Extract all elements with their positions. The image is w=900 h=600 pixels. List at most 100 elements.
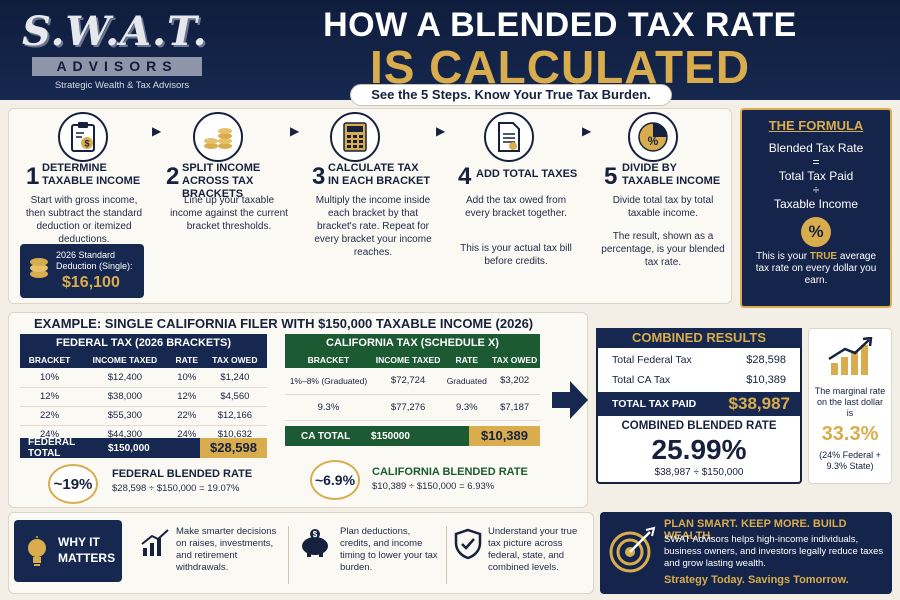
bar-growth-icon <box>828 336 873 375</box>
percent-icon: % <box>801 217 831 247</box>
column-header: BRACKET <box>28 355 71 365</box>
coin-stacks-icon <box>193 112 243 162</box>
table-row: 10% $12,400 10% $1,240 <box>20 368 267 388</box>
step-4-desc2: This is your actual tax bill before cred… <box>460 243 572 267</box>
table-cell: $7,187 <box>489 394 540 421</box>
growth-chart-icon <box>141 529 169 556</box>
table-cell: 1%–8% (Graduated) <box>285 368 372 395</box>
table-row: 22% $55,300 22% $12,166 <box>20 406 267 426</box>
federal-tax-table: BRACKET INCOME TAXED RATE TAX OWED 10% $1… <box>20 352 267 445</box>
formula-line2: Total Tax Paid <box>778 169 854 183</box>
table-cell: 10% <box>170 368 203 388</box>
marginal-value: 33.3% <box>821 423 879 445</box>
federal-rate-calc: $28,598 ÷ $150,000 = 19.07% <box>112 483 240 494</box>
marginal-rate-card: The marginal rate on the last dollar is … <box>808 328 892 484</box>
logo-tagline: Strategic Wealth & Tax Advisors <box>54 80 190 91</box>
step-5-title: DIVIDE BY TAXABLE INCOME <box>622 162 721 187</box>
federal-total-row: FEDERAL TOTAL $150,000 $28,598 <box>20 437 267 459</box>
table-cell: 9.3% <box>285 394 372 421</box>
step-arrow-1: ▶ <box>152 124 162 138</box>
table-cell: $72,724 <box>371 368 445 395</box>
result-total-label: TOTAL TAX PAID <box>612 398 697 410</box>
step-4-title: ADD TOTAL TAXES <box>476 168 578 180</box>
marginal-label: The marginal rate on the last dollar is <box>814 386 886 418</box>
table-cell: $38,000 <box>79 387 171 407</box>
table-row: 1%–8% (Graduated) $72,724 Graduated $3,202 <box>285 368 540 395</box>
percent-pie-icon: % <box>628 112 678 162</box>
column-header: INCOME TAXED <box>92 355 158 365</box>
why-it-matters-title: WHY IT MATTERS <box>58 535 116 565</box>
step-4-number: 4 <box>458 163 472 190</box>
table-cell: 9.3% <box>444 394 490 421</box>
table-row: 12% $38,000 12% $4,560 <box>20 387 267 407</box>
step-arrow-4: ▶ <box>582 124 592 138</box>
example-title: EXAMPLE: SINGLE CALIFORNIA FILER WITH $1… <box>34 316 534 331</box>
page-title-line1: HOW A BLENDED TAX RATE <box>323 6 797 44</box>
combined-results-title: COMBINED RESULTS <box>596 328 802 348</box>
california-total-tax: $10,389 <box>469 426 540 446</box>
result-ca-value: $10,389 <box>746 374 786 386</box>
column-header: TAX OWED <box>212 355 258 365</box>
deduction-value: $16,100 <box>62 274 120 291</box>
formula-note: This is your TRUE average tax rate on ev… <box>755 251 877 286</box>
deduction-box: 2026 Standard Deduction (Single): $16,10… <box>20 244 144 298</box>
target-icon <box>609 526 656 573</box>
step-3-number: 3 <box>312 163 326 190</box>
federal-total-tax: $28,598 <box>200 438 267 458</box>
svg-text:$: $ <box>84 139 89 149</box>
total-tax-bar: TOTAL TAX PAID $38,987 <box>598 392 800 416</box>
column-header: RATE <box>455 355 479 365</box>
step-1-number: 1 <box>26 163 40 190</box>
column-header: RATE <box>175 355 199 365</box>
table-cell: $55,300 <box>79 406 171 426</box>
cta-tagline: Strategy Today. Savings Tomorrow. <box>664 574 849 586</box>
table-cell: $77,276 <box>371 394 445 421</box>
table-header-row: BRACKET INCOME TAXED RATE TAX OWED <box>285 352 540 368</box>
california-rate-title: CALIFORNIA BLENDED RATE <box>372 466 528 478</box>
logo-wordmark: S.W.A.T. <box>22 8 208 55</box>
marginal-detail: (24% Federal + 9.3% State) <box>819 450 881 471</box>
step-2-desc: Line up your taxable income against the … <box>170 195 288 232</box>
table-header-row: BRACKET INCOME TAXED RATE TAX OWED <box>20 352 267 368</box>
cta-title: PLAN SMART. KEEP MORE. BUILD WEALTH. <box>664 518 847 542</box>
california-table-header: CALIFORNIA TAX (SCHEDULE X) <box>285 334 540 352</box>
svg-text:$: $ <box>313 530 318 539</box>
formula-line1: Blended Tax Rate <box>768 141 864 155</box>
federal-table-header: FEDERAL TAX (2026 BRACKETS) <box>20 334 267 352</box>
california-total-row: CA TOTAL $150000 $10,389 <box>285 426 540 446</box>
california-tax-table: BRACKET INCOME TAXED RATE TAX OWED 1%–8%… <box>285 352 540 421</box>
federal-rate-title: FEDERAL BLENDED RATE <box>112 468 253 480</box>
subtitle: See the 5 Steps. Know Your True Tax Burd… <box>350 84 672 106</box>
table-cell: 22% <box>170 406 203 426</box>
table-cell: 12% <box>20 387 80 407</box>
step-4-desc: Add the tax owed from every bracket toge… <box>465 195 567 219</box>
table-cell: $12,400 <box>79 368 171 388</box>
calculator-icon <box>330 112 380 162</box>
table-cell: $1,240 <box>202 368 267 388</box>
footer-item-2: Plan deductions, credits, and income tim… <box>340 526 438 573</box>
california-total-income: $150000 <box>371 430 410 442</box>
blended-rate-label: COMBINED BLENDED RATE <box>621 420 777 432</box>
arrow-right-icon <box>552 381 588 419</box>
table-row: 9.3% $77,276 9.3% $7,187 <box>285 394 540 421</box>
step-5-desc: Divide total tax by total taxable income… <box>612 195 714 219</box>
result-total-value: $38,987 <box>728 394 790 413</box>
formula-divide: ÷ <box>812 183 820 197</box>
step-3-title: CALCULATE TAX IN EACH BRACKET <box>328 162 431 187</box>
footer-item-1: Make smarter decisions on raises, invest… <box>176 526 277 573</box>
logo-subtitle: ADVISORS <box>32 57 202 76</box>
table-cell: 22% <box>20 406 80 426</box>
cta-body: SWAT Advisors helps high-income individu… <box>664 534 884 569</box>
table-cell: 10% <box>20 368 80 388</box>
divider <box>288 526 289 584</box>
piggy-bank-icon: $ <box>302 529 328 557</box>
step-1-title: DETERMINE TAXABLE INCOME <box>42 162 141 187</box>
blended-rate-value: 25.99% <box>651 434 747 465</box>
column-header: TAX OWED <box>492 355 538 365</box>
table-cell: $12,166 <box>202 406 267 426</box>
federal-rate-badge: ~19% <box>48 464 98 504</box>
document-icon <box>484 112 534 162</box>
coin-stacks-icon <box>30 258 48 278</box>
step-5-desc2: The result, shown as a percentage, is yo… <box>601 231 725 268</box>
table-cell: $3,202 <box>489 368 540 395</box>
